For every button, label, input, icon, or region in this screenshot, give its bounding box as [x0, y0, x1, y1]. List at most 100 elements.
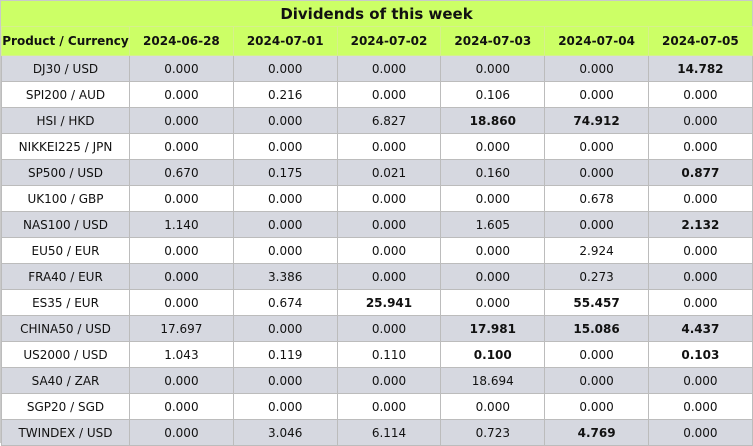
dividend-value-cell: 18.860 [440, 107, 546, 134]
dividend-value-cell: 0.000 [232, 107, 338, 134]
header-date: 2024-06-28 [129, 26, 234, 56]
header-date: 2024-07-05 [647, 26, 753, 56]
header-product: Product / Currency [1, 26, 130, 56]
dividend-value-cell: 0.000 [129, 419, 234, 446]
dividend-value-cell: 0.000 [129, 289, 234, 316]
product-cell: CHINA50 / USD [1, 315, 130, 342]
dividend-value-cell: 15.086 [544, 315, 649, 342]
header-date: 2024-07-02 [336, 26, 442, 56]
dividend-value-cell: 0.000 [647, 133, 753, 160]
product-cell: FRA40 / EUR [1, 263, 130, 290]
dividend-value-cell: 0.119 [232, 341, 338, 368]
dividend-value-cell: 0.021 [336, 159, 442, 186]
dividend-value-cell: 0.000 [129, 107, 234, 134]
dividend-value-cell: 0.000 [336, 211, 442, 238]
dividend-value-cell: 0.000 [647, 185, 753, 212]
product-cell: US2000 / USD [1, 341, 130, 368]
dividend-value-cell: 0.175 [232, 159, 338, 186]
dividend-value-cell: 0.000 [544, 211, 649, 238]
dividend-value-cell: 0.000 [647, 263, 753, 290]
dividend-value-cell: 0.216 [232, 81, 338, 108]
dividend-value-cell: 0.000 [129, 55, 234, 82]
product-cell: SA40 / ZAR [1, 367, 130, 394]
dividend-value-cell: 0.000 [129, 393, 234, 420]
dividend-value-cell: 0.000 [544, 55, 649, 82]
dividend-value-cell: 3.386 [232, 263, 338, 290]
product-cell: UK100 / GBP [1, 185, 130, 212]
dividend-value-cell: 0.000 [336, 133, 442, 160]
dividend-value-cell: 18.694 [440, 367, 546, 394]
table-row: EU50 / EUR 0.000 0.000 0.000 0.000 2.924 0.000 [1, 237, 753, 264]
product-cell: SPI200 / AUD [1, 81, 130, 108]
dividend-value-cell: 0.000 [440, 237, 546, 264]
dividend-value-cell: 0.000 [647, 107, 753, 134]
dividend-value-cell: 0.100 [440, 341, 546, 368]
dividend-value-cell: 0.000 [232, 133, 338, 160]
dividend-value-cell: 0.000 [129, 133, 234, 160]
dividend-value-cell: 55.457 [544, 289, 649, 316]
dividend-value-cell: 6.114 [336, 419, 442, 446]
dividend-value-cell: 0.000 [129, 263, 234, 290]
dividend-value-cell: 0.000 [232, 315, 338, 342]
dividend-value-cell: 0.670 [129, 159, 234, 186]
dividend-value-cell: 0.000 [440, 263, 546, 290]
dividend-value-cell: 0.000 [336, 315, 442, 342]
dividend-value-cell: 0.000 [544, 341, 649, 368]
dividend-value-cell: 0.000 [647, 289, 753, 316]
dividend-value-cell: 0.000 [544, 367, 649, 394]
product-cell: DJ30 / USD [1, 55, 130, 82]
dividend-value-cell: 0.106 [440, 81, 546, 108]
table-row: FRA40 / EUR 0.000 3.386 0.000 0.000 0.273 0.00… [1, 263, 753, 290]
dividend-value-cell: 0.000 [232, 55, 338, 82]
dividend-value-cell: 0.000 [647, 237, 753, 264]
table-row: SGP20 / SGD 0.000 0.000 0.000 0.000 0.000 0.00… [1, 393, 753, 420]
table-row: ES35 / EUR 0.000 0.674 25.941 0.000 55.457 0.0… [1, 289, 753, 316]
dividend-value-cell: 1.140 [129, 211, 234, 238]
dividend-value-cell: 0.000 [336, 367, 442, 394]
dividend-value-cell: 0.000 [544, 159, 649, 186]
dividend-value-cell: 0.000 [440, 289, 546, 316]
dividend-value-cell: 0.000 [232, 237, 338, 264]
dividend-value-cell: 0.000 [232, 185, 338, 212]
product-cell: SP500 / USD [1, 159, 130, 186]
dividend-value-cell: 0.000 [440, 133, 546, 160]
dividend-value-cell: 6.827 [336, 107, 442, 134]
table-row: SPI200 / AUD 0.000 0.216 0.000 0.106 0.000 0.0… [1, 81, 753, 108]
dividend-value-cell: 0.000 [336, 185, 442, 212]
dividends-table: Product / Currency 2024-06-28 2024-07-01… [1, 26, 753, 446]
table-row: US2000 / USD 1.043 0.119 0.110 0.100 0.000 0.1… [1, 341, 753, 368]
product-cell: TWINDEX / USD [1, 419, 130, 446]
dividend-value-cell: 0.000 [232, 211, 338, 238]
dividend-value-cell: 0.160 [440, 159, 546, 186]
dividend-value-cell: 17.981 [440, 315, 546, 342]
dividend-value-cell: 0.674 [232, 289, 338, 316]
dividend-value-cell: 4.437 [647, 315, 753, 342]
dividend-value-cell: 0.000 [544, 133, 649, 160]
table-row: HSI / HKD 0.000 0.000 6.827 18.860 74.912 0.00… [1, 107, 753, 134]
dividend-value-cell: 4.769 [544, 419, 649, 446]
dividend-value-cell: 0.000 [544, 393, 649, 420]
table-row: SA40 / ZAR 0.000 0.000 0.000 18.694 0.000 0.00… [1, 367, 753, 394]
dividend-value-cell: 14.782 [647, 55, 753, 82]
dividend-value-cell: 0.110 [336, 341, 442, 368]
dividend-value-cell: 1.605 [440, 211, 546, 238]
dividend-value-cell: 0.000 [336, 81, 442, 108]
table-row: DJ30 / USD 0.000 0.000 0.000 0.000 0.000 14.78… [1, 55, 753, 82]
dividend-value-cell: 0.678 [544, 185, 649, 212]
dividend-value-cell: 0.000 [647, 367, 753, 394]
product-cell: SGP20 / SGD [1, 393, 130, 420]
dividend-value-cell: 0.000 [336, 263, 442, 290]
dividend-value-cell: 2.924 [544, 237, 649, 264]
table-row: NAS100 / USD 1.140 0.000 0.000 1.605 0.000 2.1… [1, 211, 753, 238]
dividend-value-cell: 0.000 [440, 55, 546, 82]
dividend-value-cell: 0.000 [440, 393, 546, 420]
dividend-value-cell: 0.000 [129, 185, 234, 212]
table-row: TWINDEX / USD 0.000 3.046 6.114 0.723 4.769 0.… [1, 419, 753, 446]
dividend-value-cell: 0.000 [336, 237, 442, 264]
header-date: 2024-07-03 [440, 26, 546, 56]
product-cell: EU50 / EUR [1, 237, 130, 264]
dividend-value-cell: 0.723 [440, 419, 546, 446]
header-date: 2024-07-01 [232, 26, 338, 56]
header-date: 2024-07-04 [544, 26, 649, 56]
